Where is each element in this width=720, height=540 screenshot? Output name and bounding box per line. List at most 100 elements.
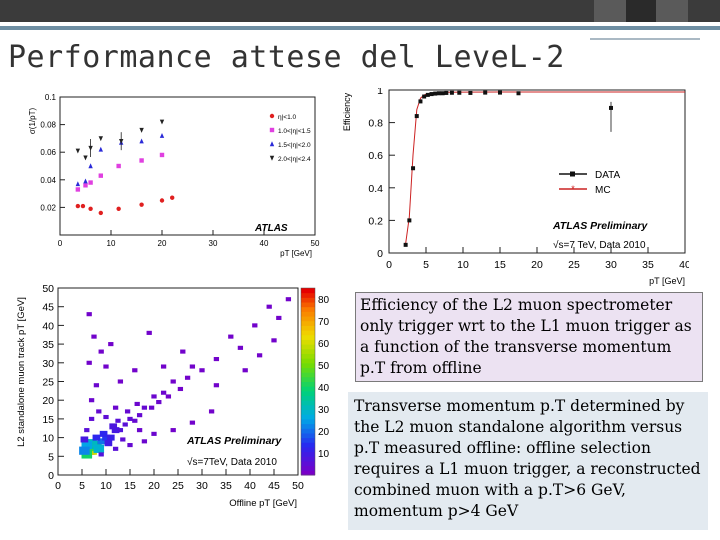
colorbar-tick-label: 40	[318, 383, 330, 394]
heatmap-cell	[271, 338, 277, 343]
chart-subannotation: √s=7TeV, Data 2010	[187, 456, 277, 468]
data-point	[116, 163, 121, 169]
heatmap-cell	[199, 368, 205, 373]
heatmap-cell	[120, 437, 126, 442]
legend-marker: *	[571, 184, 575, 194]
y-tick-label: 30	[42, 358, 54, 370]
data-point	[88, 180, 93, 185]
heatmap-cell	[177, 386, 184, 392]
data-point	[407, 218, 412, 223]
heatmap-cell	[146, 330, 152, 335]
heatmap-cell	[88, 416, 95, 421]
colorbar-segment	[301, 470, 315, 476]
colorbar-tick-label: 20	[318, 427, 330, 438]
x-tick-label: 30	[605, 259, 617, 271]
heatmap-cell	[189, 364, 196, 369]
heatmap-cell	[170, 428, 176, 433]
x-tick-label: 10	[457, 259, 469, 271]
colorbar-segment	[301, 465, 315, 471]
x-tick-label: 40	[260, 239, 269, 248]
heatmap-cell	[115, 418, 121, 423]
colorbar-segment	[301, 432, 315, 439]
heatmap-cell	[180, 349, 186, 354]
data-point	[119, 138, 124, 144]
legend-label: 1.5<|η|<2.0	[278, 142, 311, 149]
heatmap-cell	[134, 401, 140, 406]
colorbar-segment	[301, 348, 315, 354]
colorbar-segment	[301, 302, 315, 308]
heatmap-cell	[97, 438, 106, 445]
data-point	[159, 198, 165, 203]
y-tick-label: 1	[377, 88, 383, 97]
legend-marker	[269, 127, 275, 133]
top-bar-accent	[594, 0, 626, 22]
data-point	[403, 242, 408, 247]
heatmap-cell	[79, 446, 90, 455]
heatmap-cell	[189, 420, 196, 425]
y-tick-label: 40	[42, 320, 54, 332]
y-tick-label: 10	[42, 433, 54, 445]
colorbar-segment	[301, 362, 315, 368]
data-point	[436, 91, 441, 96]
data-point	[429, 92, 434, 97]
heatmap-cell	[103, 364, 109, 369]
y-tick-label: 50	[42, 283, 54, 295]
y-tick-label: 25	[42, 377, 54, 389]
colorbar-segment	[301, 306, 315, 312]
data-point	[75, 187, 81, 192]
top-bar	[0, 0, 720, 22]
x-tick-label: 0	[386, 259, 392, 271]
top-rule	[0, 26, 720, 30]
heatmap-cell	[102, 434, 110, 441]
heatmap-cell	[122, 422, 128, 427]
top-bar-accent	[656, 0, 688, 22]
data-point	[433, 91, 438, 96]
top-bar-accent	[626, 0, 656, 22]
heatmap-cell	[93, 383, 100, 388]
plot-background	[20, 93, 320, 263]
heatmap-cell	[108, 342, 114, 347]
heatmap-cell	[170, 379, 176, 384]
x-tick-label: 50	[292, 480, 304, 492]
colorbar-segment	[301, 437, 315, 443]
x-tick-label: 35	[220, 480, 232, 492]
y-tick-label: 45	[42, 302, 54, 314]
y-tick-label: 0.4	[368, 183, 383, 195]
y-axis-label: L2 standalone muon track pT [GeV]	[16, 297, 27, 447]
heatmap-cell	[184, 375, 191, 380]
heatmap-cell	[160, 390, 167, 395]
colorbar-segment	[301, 460, 315, 467]
colorbar-tick-label: 30	[318, 405, 330, 416]
heatmap-cell	[106, 434, 115, 441]
colorbar-segment	[301, 428, 315, 434]
heatmap-cell	[80, 436, 89, 443]
data-point	[411, 166, 416, 171]
colorbar-segment	[301, 334, 315, 340]
heatmap-cell	[84, 428, 90, 433]
heatmap-cell	[117, 428, 124, 433]
data-point	[75, 203, 81, 209]
colorbar-tick-label: 70	[318, 317, 330, 328]
legend-marker	[269, 155, 275, 161]
plot-frame	[59, 96, 316, 236]
plot-background	[10, 283, 336, 513]
heatmap-cell	[132, 368, 138, 373]
x-tick-label: 15	[494, 259, 506, 271]
colorbar-segment	[301, 367, 315, 373]
colorbar-segment	[301, 400, 315, 406]
y-tick-label: 35	[42, 339, 54, 351]
colorbar-segment	[301, 423, 315, 429]
heatmap-cell	[136, 413, 143, 418]
heatmap-cell	[213, 383, 220, 388]
data-point	[449, 90, 454, 95]
data-point	[498, 90, 502, 95]
colorbar-segment	[301, 292, 315, 298]
heatmap-cell	[148, 405, 155, 410]
colorbar-segment	[301, 451, 315, 457]
heatmap-cell	[266, 304, 272, 309]
colorbar-segment	[301, 372, 315, 378]
slide-title: Performance attese del LeveL-2	[8, 40, 565, 75]
x-tick-label: 40	[244, 480, 256, 492]
data-point	[418, 99, 423, 104]
data-point	[98, 210, 104, 216]
